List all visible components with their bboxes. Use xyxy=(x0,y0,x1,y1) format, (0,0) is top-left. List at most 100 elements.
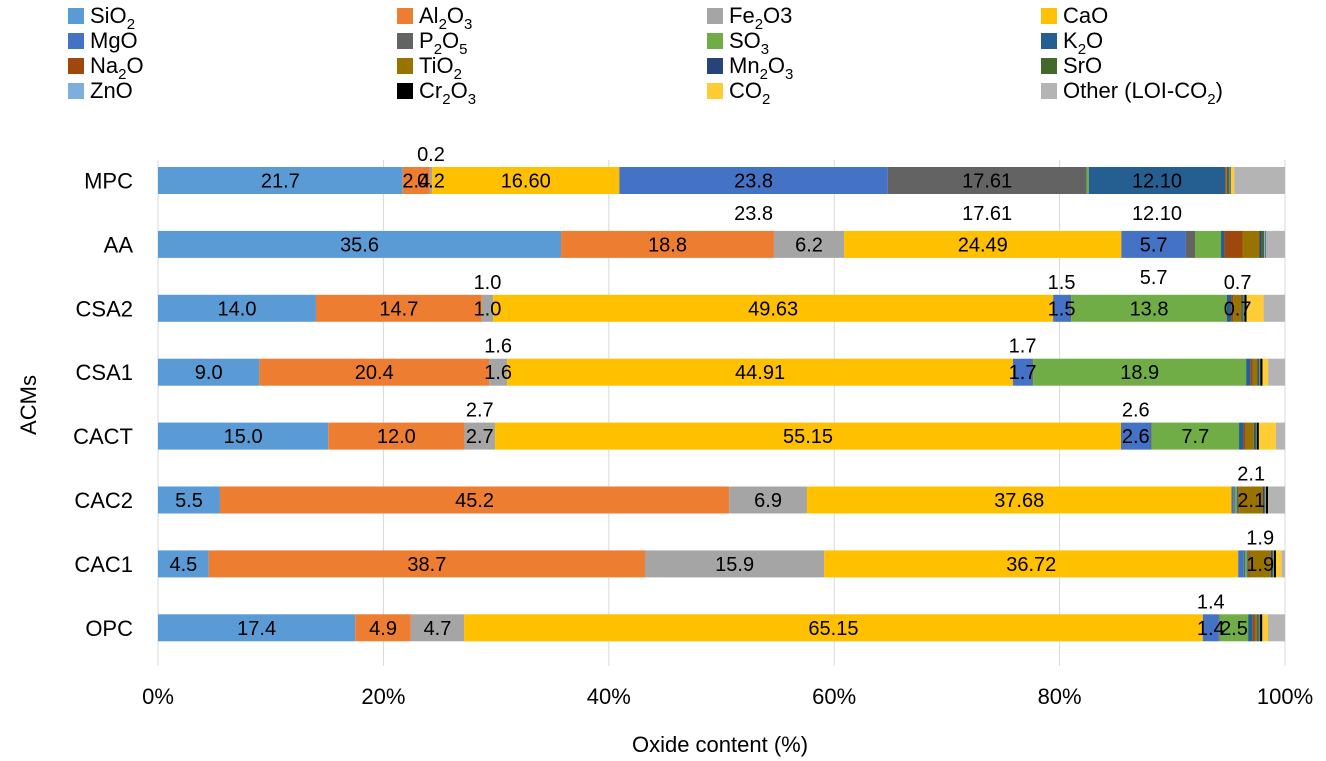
legend-swatch xyxy=(397,58,413,74)
data-label: 16.60 xyxy=(501,171,551,193)
bar-segment-mpc-other-loi-co2 xyxy=(1234,167,1285,194)
bar-segment-mpc-sro xyxy=(1228,167,1230,194)
data-label: 2.7 xyxy=(466,426,494,448)
bar-segment-cac2-al2o3 xyxy=(219,486,730,514)
bar-segment-csa1-tio2 xyxy=(1252,358,1258,386)
bar-segment-cac1-tio2 xyxy=(1249,550,1271,578)
bar-segment-csa1-zno xyxy=(1259,358,1261,386)
legend-label: Cr2O3 xyxy=(419,78,476,108)
callout-label: 17.61 xyxy=(962,203,1012,225)
bar-segment-aa-cr2o3 xyxy=(1265,230,1266,258)
bar-segment-csa2-co2 xyxy=(1246,294,1264,322)
bar-segment-cact-fe2o3 xyxy=(464,422,496,450)
bar-segment-cac2-cao xyxy=(806,486,1232,514)
data-label: 4.7 xyxy=(424,618,452,640)
data-label: 0.7 xyxy=(1224,298,1252,320)
bar-segment-csa2-al2o3 xyxy=(315,294,482,322)
x-tick-label: 0% xyxy=(142,684,174,709)
legend-item-cr2o3: Cr2O3 xyxy=(397,78,476,108)
bar-segment-mpc-so3 xyxy=(1086,167,1089,194)
data-label: 38.7 xyxy=(407,554,446,576)
bar-segment-csa1-k2o xyxy=(1246,358,1251,386)
data-label: 1.0 xyxy=(474,298,502,320)
bar-segment-cac2-p2o5 xyxy=(1233,486,1235,514)
legend-item-k2o: K2O xyxy=(1041,28,1103,58)
bar-segment-cac2-mgo xyxy=(1231,486,1234,514)
legend: SiO2 Al2O3 Fe2O3 CaO MgO P2O5 SO3 K2O Na2O TiO2 Mn… xyxy=(68,3,1223,108)
legend-swatch xyxy=(397,33,413,49)
data-label: 65.15 xyxy=(808,618,858,640)
legend-item-co2: CO2 xyxy=(707,78,770,108)
legend-swatch xyxy=(707,58,723,74)
bars xyxy=(158,167,1285,642)
bar-segment-cact-sro xyxy=(1254,422,1257,450)
bar-segment-cact-mn2o3 xyxy=(1253,422,1255,450)
bar-segment-csa2-zno xyxy=(1243,294,1245,322)
callout-label: 1.4 xyxy=(1197,591,1225,613)
legend-item-tio2: TiO2 xyxy=(397,53,462,83)
bar-segment-cac2-so3 xyxy=(1234,486,1238,514)
bar-segment-csa1-fe2o3 xyxy=(489,358,508,386)
bar-segment-csa2-so3 xyxy=(1071,294,1227,322)
callout-label: 23.8 xyxy=(734,203,773,225)
bar-segment-aa-tio2 xyxy=(1242,230,1260,258)
bar-segment-csa2-cao xyxy=(493,294,1054,322)
bar-segment-cac2-sio2 xyxy=(158,486,220,514)
legend-item-na2o: Na2O xyxy=(68,53,144,83)
bar-segment-opc-cr2o3 xyxy=(1260,614,1263,642)
bar-segment-mpc-p2o5 xyxy=(887,167,1087,194)
callout-label: 2.1 xyxy=(1237,464,1265,486)
legend-swatch xyxy=(1041,58,1057,74)
bar-segment-opc-fe2o3 xyxy=(410,614,465,642)
legend-item-cao: CaO xyxy=(1041,3,1108,28)
data-label: 14.0 xyxy=(218,298,257,320)
callout-label: 1.9 xyxy=(1246,527,1274,549)
legend-item-sio2: SiO2 xyxy=(68,3,135,33)
legend-item-al2o3: Al2O3 xyxy=(397,3,472,33)
data-label: 4.9 xyxy=(369,618,397,640)
data-label: 1.7 xyxy=(1009,362,1037,384)
bar-segment-aa-na2o xyxy=(1224,230,1243,258)
data-label: 15.9 xyxy=(715,554,754,576)
data-label: 7.7 xyxy=(1181,426,1209,448)
data-label: 24.49 xyxy=(958,234,1008,256)
bar-segment-cac2-k2o xyxy=(1237,486,1239,514)
callout-label: 0.7 xyxy=(1224,272,1252,294)
category-label-csa1: CSA1 xyxy=(76,360,133,385)
bar-segment-csa2-p2o5 xyxy=(1070,294,1072,322)
legend-label: MgO xyxy=(90,28,138,53)
data-label: 12.10 xyxy=(1132,171,1182,193)
bar-segment-opc-other-loi-co2 xyxy=(1267,614,1285,642)
bar-segment-mpc-na2o xyxy=(1225,167,1227,194)
legend-label: TiO2 xyxy=(419,53,462,83)
bar-segment-aa-sro xyxy=(1261,230,1265,258)
bar-segment-csa2-sio2 xyxy=(158,294,316,322)
bar-segment-mpc-fe2o3 xyxy=(429,167,433,194)
bar-segment-opc-k2o xyxy=(1248,614,1253,642)
bar-segment-opc-sro xyxy=(1258,614,1260,642)
bar-segment-mpc-sio2 xyxy=(158,167,403,194)
data-label: 18.8 xyxy=(648,234,687,256)
data-label: 13.8 xyxy=(1130,298,1169,320)
data-label: 12.0 xyxy=(377,426,416,448)
bar-segment-cac2-cr2o3 xyxy=(1265,486,1269,514)
data-label: 15.0 xyxy=(224,426,263,448)
bar-segment-opc-mgo xyxy=(1202,614,1219,642)
bar-segment-csa2-k2o xyxy=(1226,294,1232,322)
bar-segment-mpc-cr2o3 xyxy=(1230,167,1231,194)
category-label-aa: AA xyxy=(104,232,134,257)
data-label: 18.9 xyxy=(1120,362,1159,384)
bar-segment-csa2-other-loi-co2 xyxy=(1263,294,1285,322)
data-label: 44.91 xyxy=(735,362,785,384)
bar-segment-aa-p2o5 xyxy=(1185,230,1195,258)
callout-label: 1.5 xyxy=(1048,272,1076,294)
data-label: 1.6 xyxy=(484,362,512,384)
legend-item-zno: ZnO xyxy=(68,78,133,103)
data-label: 49.63 xyxy=(748,298,798,320)
data-label: 5.7 xyxy=(1140,234,1168,256)
legend-swatch xyxy=(68,8,84,24)
callout-label: 1.0 xyxy=(474,272,502,294)
bar-segment-cac1-fe2o3 xyxy=(645,550,825,578)
data-label: 5.5 xyxy=(175,490,203,512)
bar-segment-csa1-so3 xyxy=(1033,358,1247,386)
